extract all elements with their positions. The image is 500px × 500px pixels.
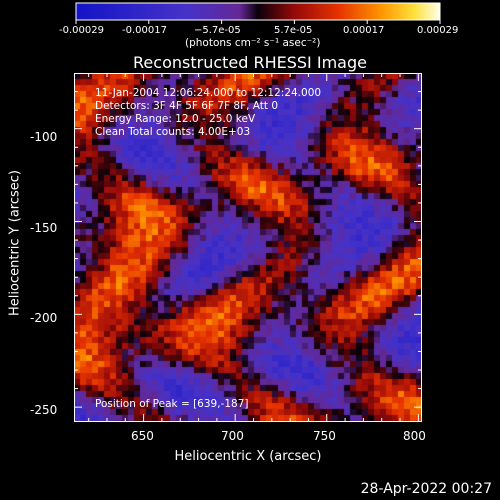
axes-frame xyxy=(74,73,422,422)
colorbar-tick-label: -0.00017 xyxy=(122,25,167,36)
x-tick-label: 800 xyxy=(403,429,426,443)
detectors-annotation: Detectors: 3F 4F 5F 6F 7F 8F, Att 0 xyxy=(95,100,279,112)
colorbar-tick-label: -0.00029 xyxy=(59,25,104,36)
x-tick-label: 750 xyxy=(313,429,336,443)
y-axis-label: Heliocentric Y (arcsec) xyxy=(7,170,23,316)
y-tick-label: -200 xyxy=(30,311,58,325)
x-tick-label: 700 xyxy=(221,429,244,443)
plot-area: 11-Jan-2004 12:06:24.000 to 12:12:24.000… xyxy=(74,73,422,422)
x-axis-label: Heliocentric X (arcsec) xyxy=(174,449,322,464)
x-tick-label: 650 xyxy=(131,429,154,443)
axes-border xyxy=(74,73,422,422)
peak-position-annotation: Position of Peak = [639,-187] xyxy=(95,398,249,410)
colorbar-tick-label: 5.7e-05 xyxy=(274,25,313,36)
colorbar-gradient xyxy=(76,3,440,20)
energy-range-annotation: Energy Range: 12.0 - 25.0 keV xyxy=(95,113,256,125)
y-tick-label: -250 xyxy=(30,403,58,417)
chart-title: Reconstructed RHESSI Image xyxy=(133,53,367,72)
colorbar-tick-label: −5.7e-05 xyxy=(194,25,241,36)
total-counts-annotation: Clean Total counts: 4.00E+03 xyxy=(95,126,251,138)
time-range-annotation: 11-Jan-2004 12:06:24.000 to 12:12:24.000 xyxy=(95,87,322,99)
heatmap-image xyxy=(74,73,422,422)
colorbar-tick-label: 0.00017 xyxy=(343,25,385,36)
colorbar-tick-label: 0.00029 xyxy=(417,25,459,36)
y-tick-label: -100 xyxy=(30,130,58,144)
footer-date: 28-Apr-2022 00:27 xyxy=(360,481,492,497)
colorbar-frame xyxy=(75,2,441,24)
y-tick-label: -150 xyxy=(30,221,58,235)
colorbar-unit-label: (photons cm⁻² s⁻¹ asec⁻²) xyxy=(185,37,321,49)
